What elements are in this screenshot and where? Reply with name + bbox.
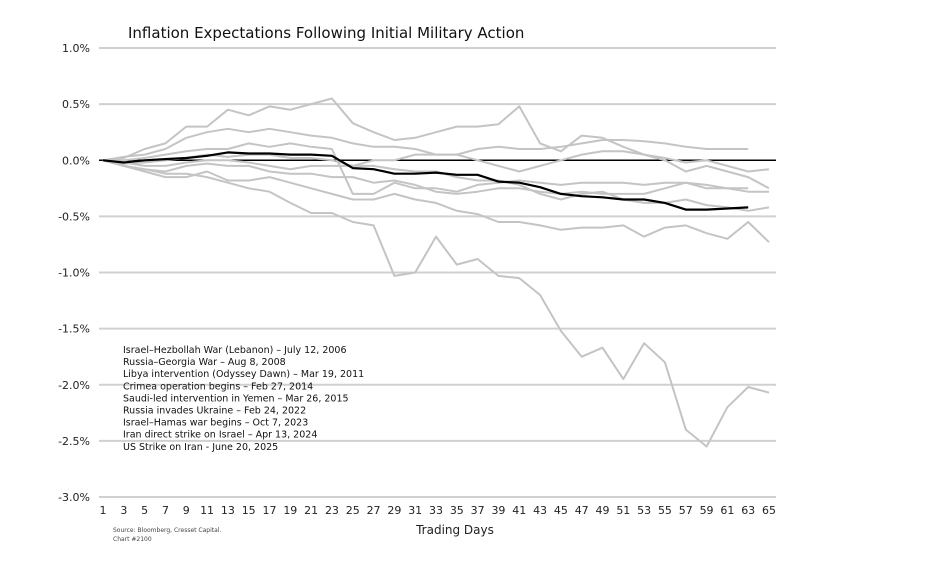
- x-tick-label: 59: [700, 504, 714, 517]
- legend-entry: Israel–Hezbollah War (Lebanon) – July 12…: [123, 345, 347, 356]
- y-tick-label: -2.5%: [58, 435, 90, 448]
- x-tick-label: 43: [533, 504, 547, 517]
- y-tick-label: -3.0%: [58, 491, 90, 504]
- legend-entry: Russia invades Ukraine – Feb 24, 2022: [123, 406, 306, 417]
- y-tick-label: -1.5%: [58, 323, 90, 336]
- x-tick-label: 21: [304, 504, 318, 517]
- x-tick-label: 17: [263, 504, 277, 517]
- legend-entry: Russia–Georgia War – Aug 8, 2008: [123, 357, 286, 368]
- x-tick-label: 45: [554, 504, 568, 517]
- x-tick-label: 33: [429, 504, 443, 517]
- x-tick-label: 27: [367, 504, 381, 517]
- series-lines: [102, 97, 770, 448]
- x-tick-label: 7: [162, 504, 169, 517]
- legend-entry: Crimea operation begins – Feb 27, 2014: [123, 381, 313, 392]
- x-tick-label: 41: [512, 504, 526, 517]
- x-tick-label: 37: [471, 504, 485, 517]
- legend-entry: Israel–Hamas war begins – Oct 7, 2023: [123, 418, 308, 429]
- x-tick-label: 61: [720, 504, 734, 517]
- x-tick-label: 1: [100, 504, 107, 517]
- chart-id: Chart #2100: [113, 536, 152, 543]
- x-tick-label: 3: [120, 504, 127, 517]
- y-tick-label: 0.5%: [62, 98, 90, 111]
- y-tick-label: -1.0%: [58, 267, 90, 280]
- x-tick-label: 15: [242, 504, 256, 517]
- x-tick-label: 47: [575, 504, 589, 517]
- x-tick-label: 19: [283, 504, 297, 517]
- series-line-us-strike-on-iran: [102, 151, 749, 211]
- x-tick-label: 55: [658, 504, 672, 517]
- x-tick-label: 9: [183, 504, 190, 517]
- x-tick-label: 5: [141, 504, 148, 517]
- x-tick-label: 31: [408, 504, 422, 517]
- x-tick-label: 35: [450, 504, 464, 517]
- x-tick-label: 57: [679, 504, 693, 517]
- source-note: Source: Bloomberg, Cresset Capital.: [113, 527, 221, 534]
- series-line-gray: [102, 159, 770, 448]
- y-tick-label: 1.0%: [62, 42, 90, 55]
- x-tick-label: 25: [346, 504, 360, 517]
- y-tick-label: -2.0%: [58, 379, 90, 392]
- y-axis-ticks: 1.0% 0.5% 0.0% -0.5% -1.0% -1.5% -2.0% -2.5% -3.…: [58, 42, 90, 504]
- legend-entry: US Strike on Iran - June 20, 2025: [123, 442, 278, 453]
- x-tick-label: 53: [637, 504, 651, 517]
- x-tick-label: 49: [596, 504, 610, 517]
- x-axis-label: Trading Days: [415, 523, 494, 537]
- x-tick-label: 29: [387, 504, 401, 517]
- y-tick-label: -0.5%: [58, 210, 90, 223]
- series-line-gray: [102, 97, 770, 190]
- x-tick-label: 39: [491, 504, 505, 517]
- x-tick-label: 63: [741, 504, 755, 517]
- x-tick-label: 51: [616, 504, 630, 517]
- y-tick-label: 0.0%: [62, 154, 90, 167]
- series-line-gray: [102, 159, 770, 243]
- x-tick-label: 65: [762, 504, 776, 517]
- legend-entry: Saudi-led intervention in Yemen – Mar 26…: [123, 393, 349, 404]
- x-tick-label: 13: [221, 504, 235, 517]
- legend-entry: Libya intervention (Odyssey Dawn) – Mar …: [123, 369, 364, 380]
- legend-entry: Iran direct strike on Israel – Apr 13, 2…: [123, 430, 317, 441]
- x-axis-ticks: 1 3 5 7 9 11 13 15 17 19 21 23 25 27 29 31 33 35 37 39 41 43 4…: [100, 504, 777, 517]
- legend: Israel–Hezbollah War (Lebanon) – July 12…: [123, 345, 364, 453]
- x-tick-label: 11: [200, 504, 214, 517]
- series-line-gray: [102, 159, 769, 195]
- x-tick-label: 23: [325, 504, 339, 517]
- series-line-gray: [102, 150, 770, 173]
- chart-title: Inflation Expectations Following Initial…: [128, 24, 524, 42]
- series-line-gray: [102, 127, 749, 162]
